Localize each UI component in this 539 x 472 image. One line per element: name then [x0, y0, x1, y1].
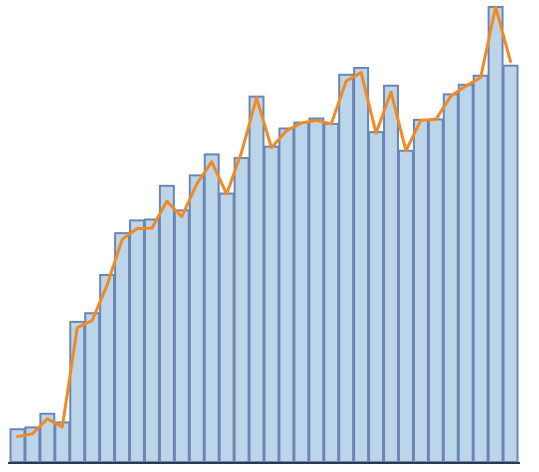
bar-18	[263, 145, 280, 463]
bar-9	[129, 219, 145, 463]
bar-16	[233, 157, 250, 463]
bar-series	[9, 6, 519, 464]
bar-23	[338, 73, 355, 463]
bar-26	[383, 84, 399, 463]
bar-19	[278, 127, 295, 464]
bar-31	[457, 83, 474, 464]
bar-11	[158, 184, 175, 463]
bar-5	[69, 320, 86, 463]
bar-33	[487, 6, 504, 463]
bar-8	[114, 232, 131, 463]
bar-15	[218, 192, 235, 464]
bar-22	[323, 122, 340, 463]
bar-25	[368, 131, 385, 463]
bar-14	[203, 153, 220, 463]
bar-13	[188, 174, 205, 463]
bar-28	[412, 118, 429, 463]
bar-20	[293, 121, 310, 463]
bar-24	[353, 66, 370, 463]
bar-27	[397, 149, 414, 463]
bar-6	[84, 312, 101, 463]
bar-17	[248, 95, 265, 463]
bar-21	[308, 117, 325, 463]
bar-29	[427, 118, 444, 463]
bar-34	[502, 64, 519, 463]
bar-7	[99, 273, 116, 463]
bar-10	[143, 218, 160, 463]
bar-32	[472, 74, 489, 464]
trend-line	[15, 5, 513, 439]
line-series	[15, 5, 513, 439]
bar-30	[442, 93, 459, 464]
bar-12	[173, 209, 190, 463]
